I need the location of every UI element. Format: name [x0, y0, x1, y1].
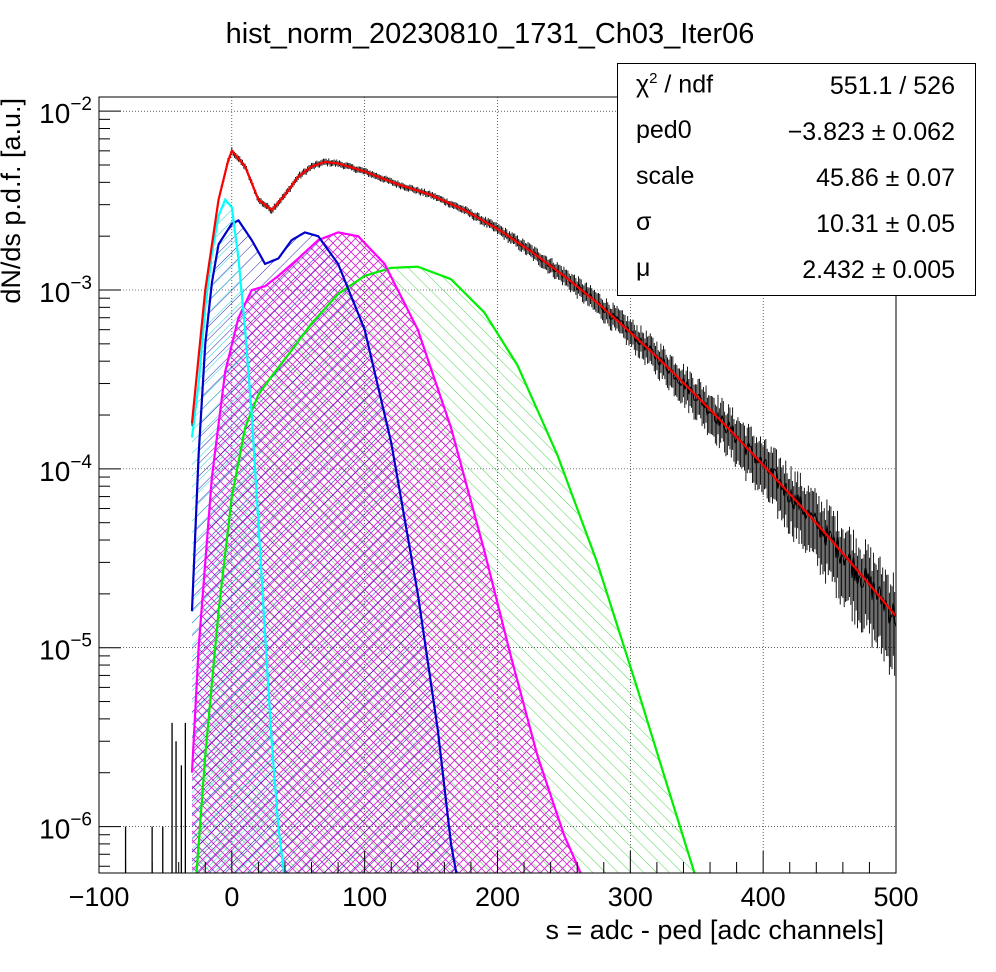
x-tick-label-6: 500: [873, 882, 918, 912]
stats-name-scale: scale: [636, 162, 695, 190]
comp3-curve: [195, 265, 696, 873]
y-tick-label-4: 10−6: [39, 810, 92, 845]
fit-stats-box: χ2 / ndf 551.1 / 526 ped0 −3.823 ± 0.062…: [617, 63, 976, 296]
comp1-curve: [190, 219, 458, 873]
stats-row-scale: scale 45.86 ± 0.07: [618, 156, 975, 202]
x-tick-label-2: 100: [342, 882, 387, 912]
comp0-curve: [190, 197, 286, 873]
stats-name-ped0: ped0: [636, 116, 692, 144]
y-axis-label: dN/ds p.d.f. [a.u.]: [0, 98, 26, 304]
stats-value-scale: 45.86 ± 0.07: [816, 164, 955, 192]
x-tick-label-4: 300: [608, 882, 653, 912]
chart-title: hist_norm_20230810_1731_Ch03_Iter06: [226, 18, 755, 50]
stats-row-sigma: σ 10.31 ± 0.05: [618, 202, 975, 248]
stats-row-chi2: χ2 / ndf 551.1 / 526: [618, 64, 975, 110]
x-tick-label-5: 400: [741, 882, 786, 912]
stats-name-chi2: χ2 / ndf: [636, 70, 714, 99]
y-tick-label-2: 10−4: [39, 452, 92, 487]
stats-row-mu: μ 2.432 ± 0.005: [618, 248, 975, 294]
stats-row-ped0: ped0 −3.823 ± 0.062: [618, 110, 975, 156]
comp2-curve: [190, 231, 582, 873]
stats-name-mu: μ: [636, 254, 651, 282]
stats-value-sigma: 10.31 ± 0.05: [816, 210, 955, 238]
data-histogram: [124, 147, 896, 873]
x-tick-label-0: −100: [69, 882, 130, 912]
y-tick-label-1: 10−3: [39, 273, 92, 308]
y-tick-label-3: 10−5: [39, 631, 92, 666]
fit-curve: [190, 148, 896, 617]
x-tick-labels: −100 0 100 200 300 400 500: [69, 882, 919, 912]
x-axis-label: s = adc - ped [adc channels]: [546, 915, 884, 945]
comp0-fill: [191, 199, 285, 873]
component-fills: [191, 199, 695, 873]
stats-value-ped0: −3.823 ± 0.062: [787, 118, 955, 146]
y-tick-labels: 10−2 10−3 10−4 10−5 10−6: [39, 94, 92, 844]
stats-value-chi2: 551.1 / 526: [829, 72, 955, 100]
stats-name-sigma: σ: [636, 208, 652, 236]
axis-ticks: [98, 110, 897, 873]
stats-value-mu: 2.432 ± 0.005: [802, 256, 955, 284]
y-tick-label-0: 10−2: [39, 94, 92, 129]
x-tick-label-3: 200: [475, 882, 520, 912]
curves: [190, 197, 696, 873]
x-tick-label-1: 0: [224, 882, 239, 912]
